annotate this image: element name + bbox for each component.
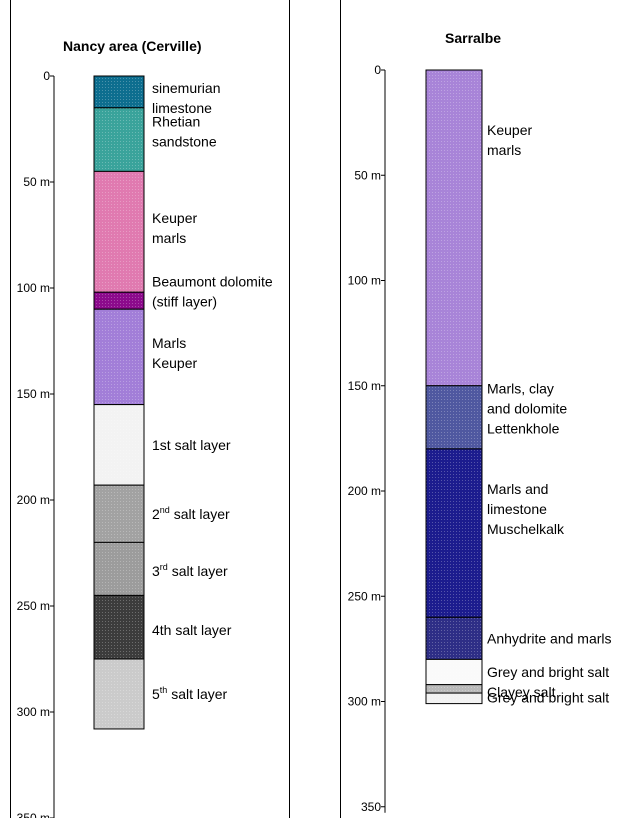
cerville-layer-block <box>93 404 145 486</box>
cerville-layer-label: Rhetian <box>152 114 200 130</box>
cerville-layer-label: (stiff layer) <box>152 294 217 310</box>
cerville-layer-block <box>93 594 145 660</box>
sarralbe-layer-block <box>425 448 483 618</box>
cerville-layer-label: limestone <box>152 100 212 116</box>
sarralbe-axis-tick-label: 300 m <box>348 695 381 709</box>
cerville-layer-label: sinemurian <box>152 80 220 96</box>
sarralbe-layer-block <box>425 385 483 450</box>
cerville-layer-label: Marls <box>152 335 186 351</box>
sarralbe-layer-label: Muschelkalk <box>487 521 565 537</box>
cerville-layer-block <box>93 75 145 109</box>
cerville-layer-label: Keuper <box>152 355 197 371</box>
cerville-axis-tick-label: 200 m <box>17 493 50 507</box>
cerville-axis-tick-label: 300 m <box>17 705 50 719</box>
sarralbe-axis-tick-label: 150 m <box>348 379 381 393</box>
sarralbe-layer-label: and dolomite <box>487 400 567 416</box>
cerville-layer-label: 5th salt layer <box>152 685 228 702</box>
sarralbe-layer-label: Anhydrite and marls <box>487 630 612 646</box>
sarralbe-layer-label: Clayey salt <box>487 684 556 700</box>
sarralbe-layer-label: Marls, clay <box>487 380 554 396</box>
sarralbe-axis-tick-label: 50 m <box>354 168 381 182</box>
cerville-axis-tick-label: 100 m <box>17 281 50 295</box>
sarralbe-axis-tick-label: 200 m <box>348 484 381 498</box>
cerville-layer-block <box>93 658 145 730</box>
cerville-axis-tick-label: 350 m <box>17 811 50 818</box>
sarralbe-title: Sarralbe <box>445 30 502 46</box>
sarralbe-axis-tick-label: 250 m <box>348 589 381 603</box>
cerville-column-panel: Nancy area (Cerville) <box>10 0 290 818</box>
cerville-layer-block <box>93 541 145 596</box>
sarralbe-column-panel: Sarralbe <box>340 0 635 818</box>
sarralbe-axis-tick-label: 0 <box>374 63 381 77</box>
cerville-layer-block <box>93 170 145 293</box>
sarralbe-layer-label: Marls and <box>487 481 548 497</box>
cerville-layer-label: marls <box>152 230 186 246</box>
cerville-layer-block <box>93 107 145 172</box>
sarralbe-layer-block <box>425 658 483 686</box>
sarralbe-layer-block <box>425 684 483 694</box>
cerville-layer-label: sandstone <box>152 134 217 150</box>
sarralbe-layer-label: marls <box>487 142 521 158</box>
sarralbe-layer-label: Lettenkhole <box>487 420 560 436</box>
sarralbe-axis-tick-label: 100 m <box>348 274 381 288</box>
cerville-layer-block <box>93 484 145 543</box>
cerville-axis-tick-label: 150 m <box>17 387 50 401</box>
cerville-axis-tick-label: 50 m <box>23 175 50 189</box>
sarralbe-layer-label: Grey and bright salt <box>487 689 609 705</box>
sarralbe-layer-label: limestone <box>487 501 547 517</box>
cerville-layer-label: Beaumont dolomite <box>152 274 273 290</box>
cerville-layer-block <box>93 308 145 406</box>
cerville-layer-label: 1st salt layer <box>152 437 231 453</box>
cerville-layer-block <box>93 291 145 310</box>
cerville-layer-label: 2nd salt layer <box>152 505 230 522</box>
sarralbe-axis-tick-label: 350 <box>361 800 381 814</box>
sarralbe-layer-label: Grey and bright salt <box>487 664 609 680</box>
sarralbe-layer-block <box>425 692 483 705</box>
sarralbe-layer-block <box>425 616 483 660</box>
sarralbe-layer-block <box>425 69 483 387</box>
cerville-title: Nancy area (Cerville) <box>63 38 202 54</box>
cerville-layer-label: Keuper <box>152 210 197 226</box>
cerville-layer-label: 4th salt layer <box>152 622 232 638</box>
cerville-axis-tick-label: 0 <box>43 69 50 83</box>
sarralbe-layer-label: Keuper <box>487 122 532 138</box>
cerville-axis-tick-label: 250 m <box>17 599 50 613</box>
cerville-layer-label: 3rd salt layer <box>152 562 228 579</box>
